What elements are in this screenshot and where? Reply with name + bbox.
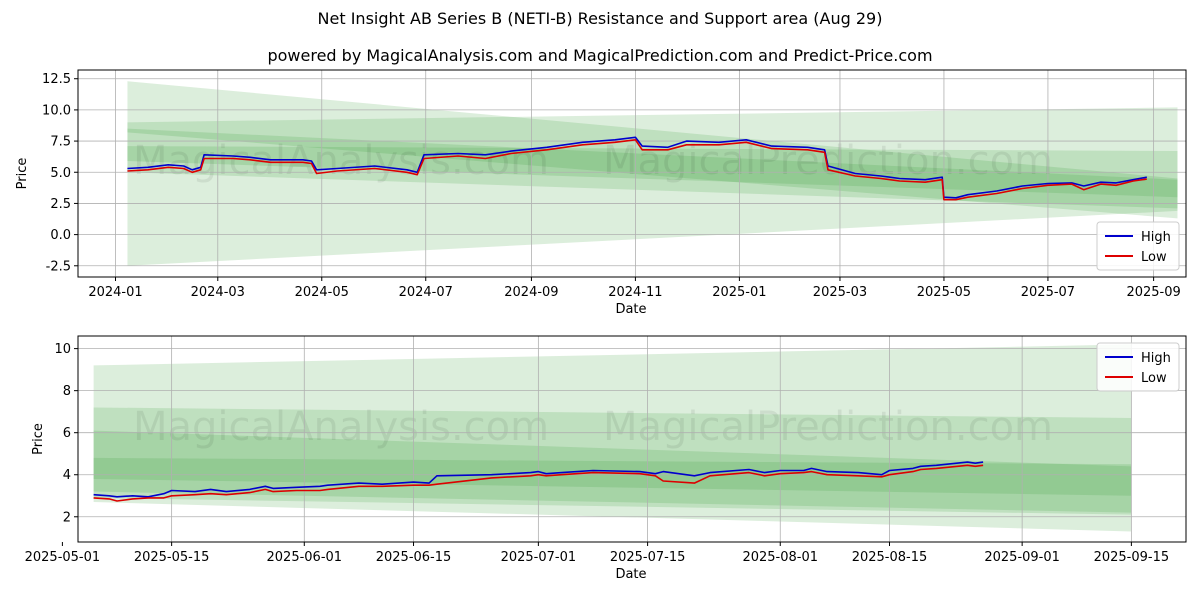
y-axis-label: Price (15, 158, 30, 190)
x-tick-label: 2025-01 (712, 285, 766, 300)
chart-title: Net Insight AB Series B (NETI-B) Resista… (317, 9, 883, 28)
y-tick-label: 4 (63, 468, 71, 483)
x-tick-label: 2025-07 (1021, 285, 1075, 300)
y-tick-label: 10 (54, 342, 71, 357)
support-resistance-band (93, 344, 1132, 532)
y-tick-label: -2.5 (46, 259, 71, 274)
x-tick-label: 2024-09 (504, 285, 558, 300)
chart-subtitle: powered by MagicalAnalysis.com and Magic… (267, 46, 933, 65)
legend: High Low (1096, 221, 1180, 271)
series-line-high (93, 461, 984, 498)
y-tick-label: 6 (63, 426, 71, 441)
x-tick-label: 2025-05 (917, 285, 971, 300)
plot-2: MagicalAnalysis.com MagicalPrediction.com… (25, 335, 1187, 582)
watermark-text: MagicalAnalysis.com (133, 138, 549, 184)
legend-label-low: Low (1141, 250, 1167, 265)
x-tick-label: 2025-07-01 (501, 550, 577, 565)
series-line-low (93, 464, 984, 502)
plot-frame (77, 335, 1187, 543)
x-tick-label: 2024-11 (608, 285, 662, 300)
support-resistance-band (93, 407, 1132, 515)
x-tick-label: 2024-05 (295, 285, 349, 300)
y-tick-label: 8 (63, 384, 71, 399)
x-tick-label: 2025-07-15 (610, 550, 686, 565)
support-resistance-band (127, 146, 1178, 198)
x-tick-label: 2024-07 (399, 285, 453, 300)
y-tick-label: 0.0 (50, 228, 71, 243)
legend-box (1096, 221, 1180, 271)
x-axis-label: Date (615, 567, 646, 582)
support-resistance-band (127, 81, 1178, 266)
legend-box (1096, 342, 1180, 392)
y-tick-label: 7.5 (50, 135, 71, 150)
support-resistance-band (127, 128, 1178, 209)
x-tick-label: 2025-03 (813, 285, 867, 300)
plot-1: MagicalAnalysis.com MagicalPrediction.com… (15, 69, 1187, 317)
watermark-text: MagicalPrediction.com (603, 404, 1053, 450)
x-tick-label: 2025-06-01 (267, 550, 343, 565)
series-line-low (127, 139, 1147, 201)
x-tick-label: 2025-06-15 (376, 550, 452, 565)
support-resistance-band (127, 107, 1178, 219)
x-tick-label: 2025-08-01 (742, 550, 818, 565)
series-line-high (127, 136, 1147, 199)
plot-frame (77, 69, 1187, 278)
x-tick-label: 2024-03 (191, 285, 245, 300)
legend: High Low (1096, 342, 1180, 392)
plot-area: MagicalAnalysis.com MagicalPrediction.com (78, 70, 1186, 277)
x-tick-label: 2025-08-15 (852, 550, 928, 565)
y-axis-label: Price (31, 423, 46, 455)
y-tick-label: 5.0 (50, 166, 71, 181)
plot-area: MagicalAnalysis.com MagicalPrediction.com (78, 336, 1186, 542)
y-tick-label: 2 (63, 510, 71, 525)
x-tick-label: 2025-09-01 (984, 550, 1060, 565)
watermark-text: MagicalAnalysis.com (133, 404, 549, 450)
legend-label-high: High (1141, 230, 1171, 245)
y-tick-label: 12.5 (42, 72, 71, 87)
x-axis-label: Date (615, 302, 646, 317)
y-tick-label: 2.5 (50, 197, 71, 212)
x-tick-label: 2025-09-15 (1094, 550, 1170, 565)
y-tick-label: 10.0 (42, 103, 71, 118)
x-tick-label: 2025-09 (1126, 285, 1180, 300)
watermark-text: MagicalPrediction.com (603, 138, 1053, 184)
x-tick-label: 2025-05-15 (134, 550, 210, 565)
legend-label-high: High (1141, 351, 1171, 366)
x-tick-label: 2024-01 (88, 285, 142, 300)
legend-label-low: Low (1141, 371, 1167, 386)
x-tick-label: 2025-05-01 (25, 550, 101, 565)
support-resistance-band (93, 457, 1132, 496)
